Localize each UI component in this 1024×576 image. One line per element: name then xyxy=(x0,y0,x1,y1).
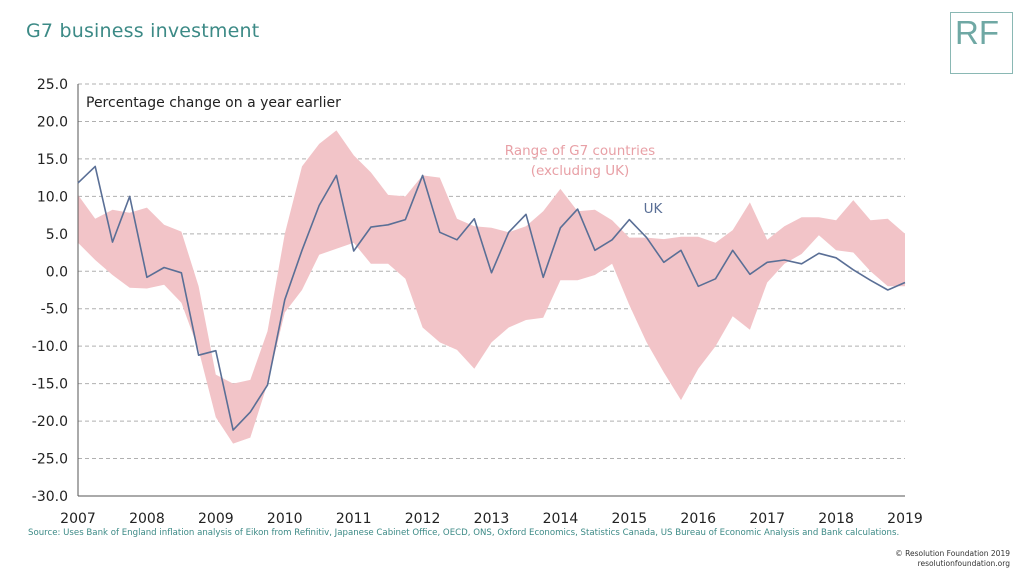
y-tick-label: -20.0 xyxy=(32,414,68,430)
x-tick-label: 2014 xyxy=(543,511,579,527)
copyright: © Resolution Foundation 2019 resolutionf… xyxy=(895,549,1010,568)
y-tick-label: 15.0 xyxy=(37,152,68,168)
resolution-foundation-logo: RF xyxy=(950,12,1013,74)
x-tick-label: 2007 xyxy=(60,511,96,527)
uk-series xyxy=(77,165,906,431)
y-tick-label: -25.0 xyxy=(32,452,68,468)
y-tick-label: 20.0 xyxy=(37,114,68,130)
source-note: Source: Uses Bank of England inflation a… xyxy=(28,528,900,538)
x-tick-label: 2019 xyxy=(887,511,923,527)
range-annotation-line2: (excluding UK) xyxy=(531,163,630,179)
x-tick-label: 2017 xyxy=(749,511,785,527)
tick-labels: 25.0 20.0 15.0 10.0 5.0 0.0 -5.0 -10.0 -15.0 -20.… xyxy=(32,77,923,527)
y-tick-label: 5.0 xyxy=(46,227,68,243)
x-tick-label: 2011 xyxy=(336,511,372,527)
uk-line xyxy=(77,165,906,431)
y-tick-label: -10.0 xyxy=(32,339,68,355)
x-tick-label: 2015 xyxy=(612,511,648,527)
y-tick-label: -15.0 xyxy=(32,377,68,393)
g7-range-area xyxy=(78,130,905,444)
y-tick-label: -5.0 xyxy=(41,302,68,318)
x-tick-label: 2018 xyxy=(818,511,854,527)
x-tick-label: 2012 xyxy=(405,511,441,527)
x-tick-label: 2013 xyxy=(474,511,510,527)
range-annotation-line1: Range of G7 countries xyxy=(505,143,655,159)
y-tick-label: 10.0 xyxy=(37,189,68,205)
range-band xyxy=(78,130,905,444)
website-line: resolutionfoundation.org xyxy=(917,558,1010,568)
uk-annotation: UK xyxy=(644,201,664,217)
axes xyxy=(77,84,905,497)
chart-title: G7 business investment xyxy=(26,20,260,42)
y-tick-label: -30.0 xyxy=(32,489,68,505)
chart-subtitle: Percentage change on a year earlier xyxy=(86,95,341,111)
x-tick-label: 2008 xyxy=(129,511,165,527)
y-tick-label: 25.0 xyxy=(37,77,68,93)
logo-text: RF xyxy=(955,14,999,51)
copyright-line: © Resolution Foundation 2019 xyxy=(895,549,1010,558)
x-tick-label: 2010 xyxy=(267,511,303,527)
x-tick-label: 2009 xyxy=(198,511,234,527)
x-tick-label: 2016 xyxy=(680,511,716,527)
y-tick-label: 0.0 xyxy=(46,264,68,280)
